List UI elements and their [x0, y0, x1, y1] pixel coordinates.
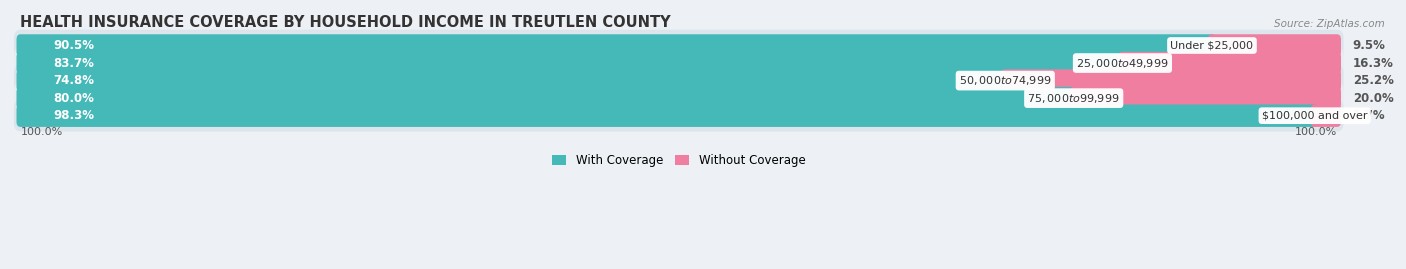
- Text: Under $25,000: Under $25,000: [1170, 41, 1254, 51]
- Text: 90.5%: 90.5%: [53, 39, 94, 52]
- FancyBboxPatch shape: [17, 69, 1010, 92]
- FancyBboxPatch shape: [14, 47, 1344, 79]
- Text: 25.2%: 25.2%: [1353, 74, 1393, 87]
- Text: 80.0%: 80.0%: [53, 92, 94, 105]
- FancyBboxPatch shape: [14, 100, 1344, 132]
- Text: 100.0%: 100.0%: [21, 127, 63, 137]
- FancyBboxPatch shape: [14, 82, 1344, 114]
- FancyBboxPatch shape: [1070, 87, 1341, 109]
- FancyBboxPatch shape: [14, 30, 1344, 61]
- Text: $75,000 to $99,999: $75,000 to $99,999: [1028, 92, 1121, 105]
- Text: 16.3%: 16.3%: [1353, 56, 1393, 70]
- FancyBboxPatch shape: [1001, 69, 1341, 92]
- Text: $50,000 to $74,999: $50,000 to $74,999: [959, 74, 1052, 87]
- FancyBboxPatch shape: [17, 87, 1077, 109]
- Text: 83.7%: 83.7%: [53, 56, 94, 70]
- Text: 1.7%: 1.7%: [1353, 109, 1385, 122]
- FancyBboxPatch shape: [17, 52, 1126, 74]
- Text: $25,000 to $49,999: $25,000 to $49,999: [1076, 56, 1168, 70]
- FancyBboxPatch shape: [14, 65, 1344, 96]
- FancyBboxPatch shape: [1208, 34, 1341, 57]
- Text: 20.0%: 20.0%: [1353, 92, 1393, 105]
- FancyBboxPatch shape: [1310, 104, 1341, 127]
- Text: Source: ZipAtlas.com: Source: ZipAtlas.com: [1274, 19, 1385, 29]
- Text: 98.3%: 98.3%: [53, 109, 94, 122]
- Text: 9.5%: 9.5%: [1353, 39, 1386, 52]
- FancyBboxPatch shape: [17, 34, 1216, 57]
- Text: 74.8%: 74.8%: [53, 74, 94, 87]
- FancyBboxPatch shape: [1119, 52, 1341, 74]
- FancyBboxPatch shape: [17, 104, 1319, 127]
- Text: HEALTH INSURANCE COVERAGE BY HOUSEHOLD INCOME IN TREUTLEN COUNTY: HEALTH INSURANCE COVERAGE BY HOUSEHOLD I…: [21, 15, 671, 30]
- Text: 100.0%: 100.0%: [1295, 127, 1337, 137]
- Legend: With Coverage, Without Coverage: With Coverage, Without Coverage: [553, 154, 806, 167]
- Text: $100,000 and over: $100,000 and over: [1263, 111, 1368, 121]
